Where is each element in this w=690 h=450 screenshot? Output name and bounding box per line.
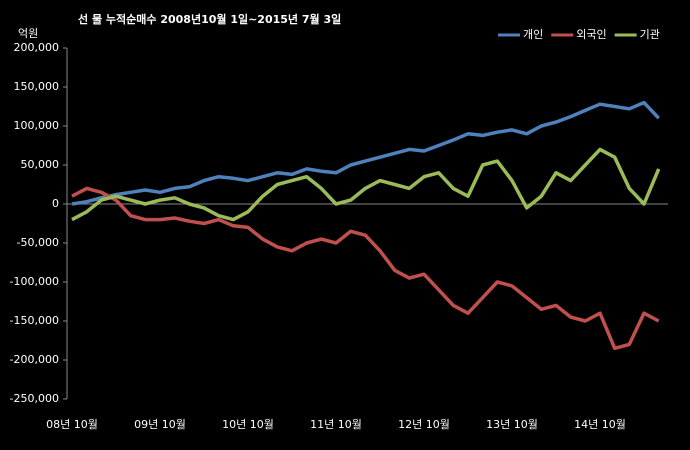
series-line (71, 147, 661, 222)
series-line (71, 100, 660, 206)
legend-label: 외국인 (576, 28, 606, 41)
y-tick-label: 200,000 (14, 41, 60, 54)
legend-label: 기관 (640, 28, 660, 41)
x-tick-label: 08년 10월 (46, 418, 98, 431)
chart-title: 선 물 누적순매수 2008년10월 1일~2015년 7월 3일 (78, 12, 341, 26)
legend-label: 개인 (523, 28, 543, 41)
y-tick-label: -50,000 (17, 236, 59, 249)
x-tick-label: 10년 10월 (222, 418, 274, 431)
y-tick-label: 0 (52, 197, 59, 210)
series-line (71, 186, 660, 351)
y-tick-label: 100,000 (14, 119, 60, 132)
y-axis-label: 억원 (18, 27, 38, 40)
y-tick-label: -250,000 (10, 392, 59, 405)
x-tick-label: 12년 10월 (398, 418, 450, 431)
y-tick-label: 150,000 (14, 80, 60, 93)
x-tick-label: 13년 10월 (486, 418, 538, 431)
y-tick-label: -150,000 (10, 314, 59, 327)
y-tick-label: -100,000 (10, 275, 59, 288)
x-tick-label: 09년 10월 (134, 418, 186, 431)
x-tick-label: 11년 10월 (310, 418, 362, 431)
y-tick-label: 50,000 (21, 158, 60, 171)
y-tick-label: -200,000 (10, 353, 59, 366)
x-tick-label: 14년 10월 (574, 418, 626, 431)
